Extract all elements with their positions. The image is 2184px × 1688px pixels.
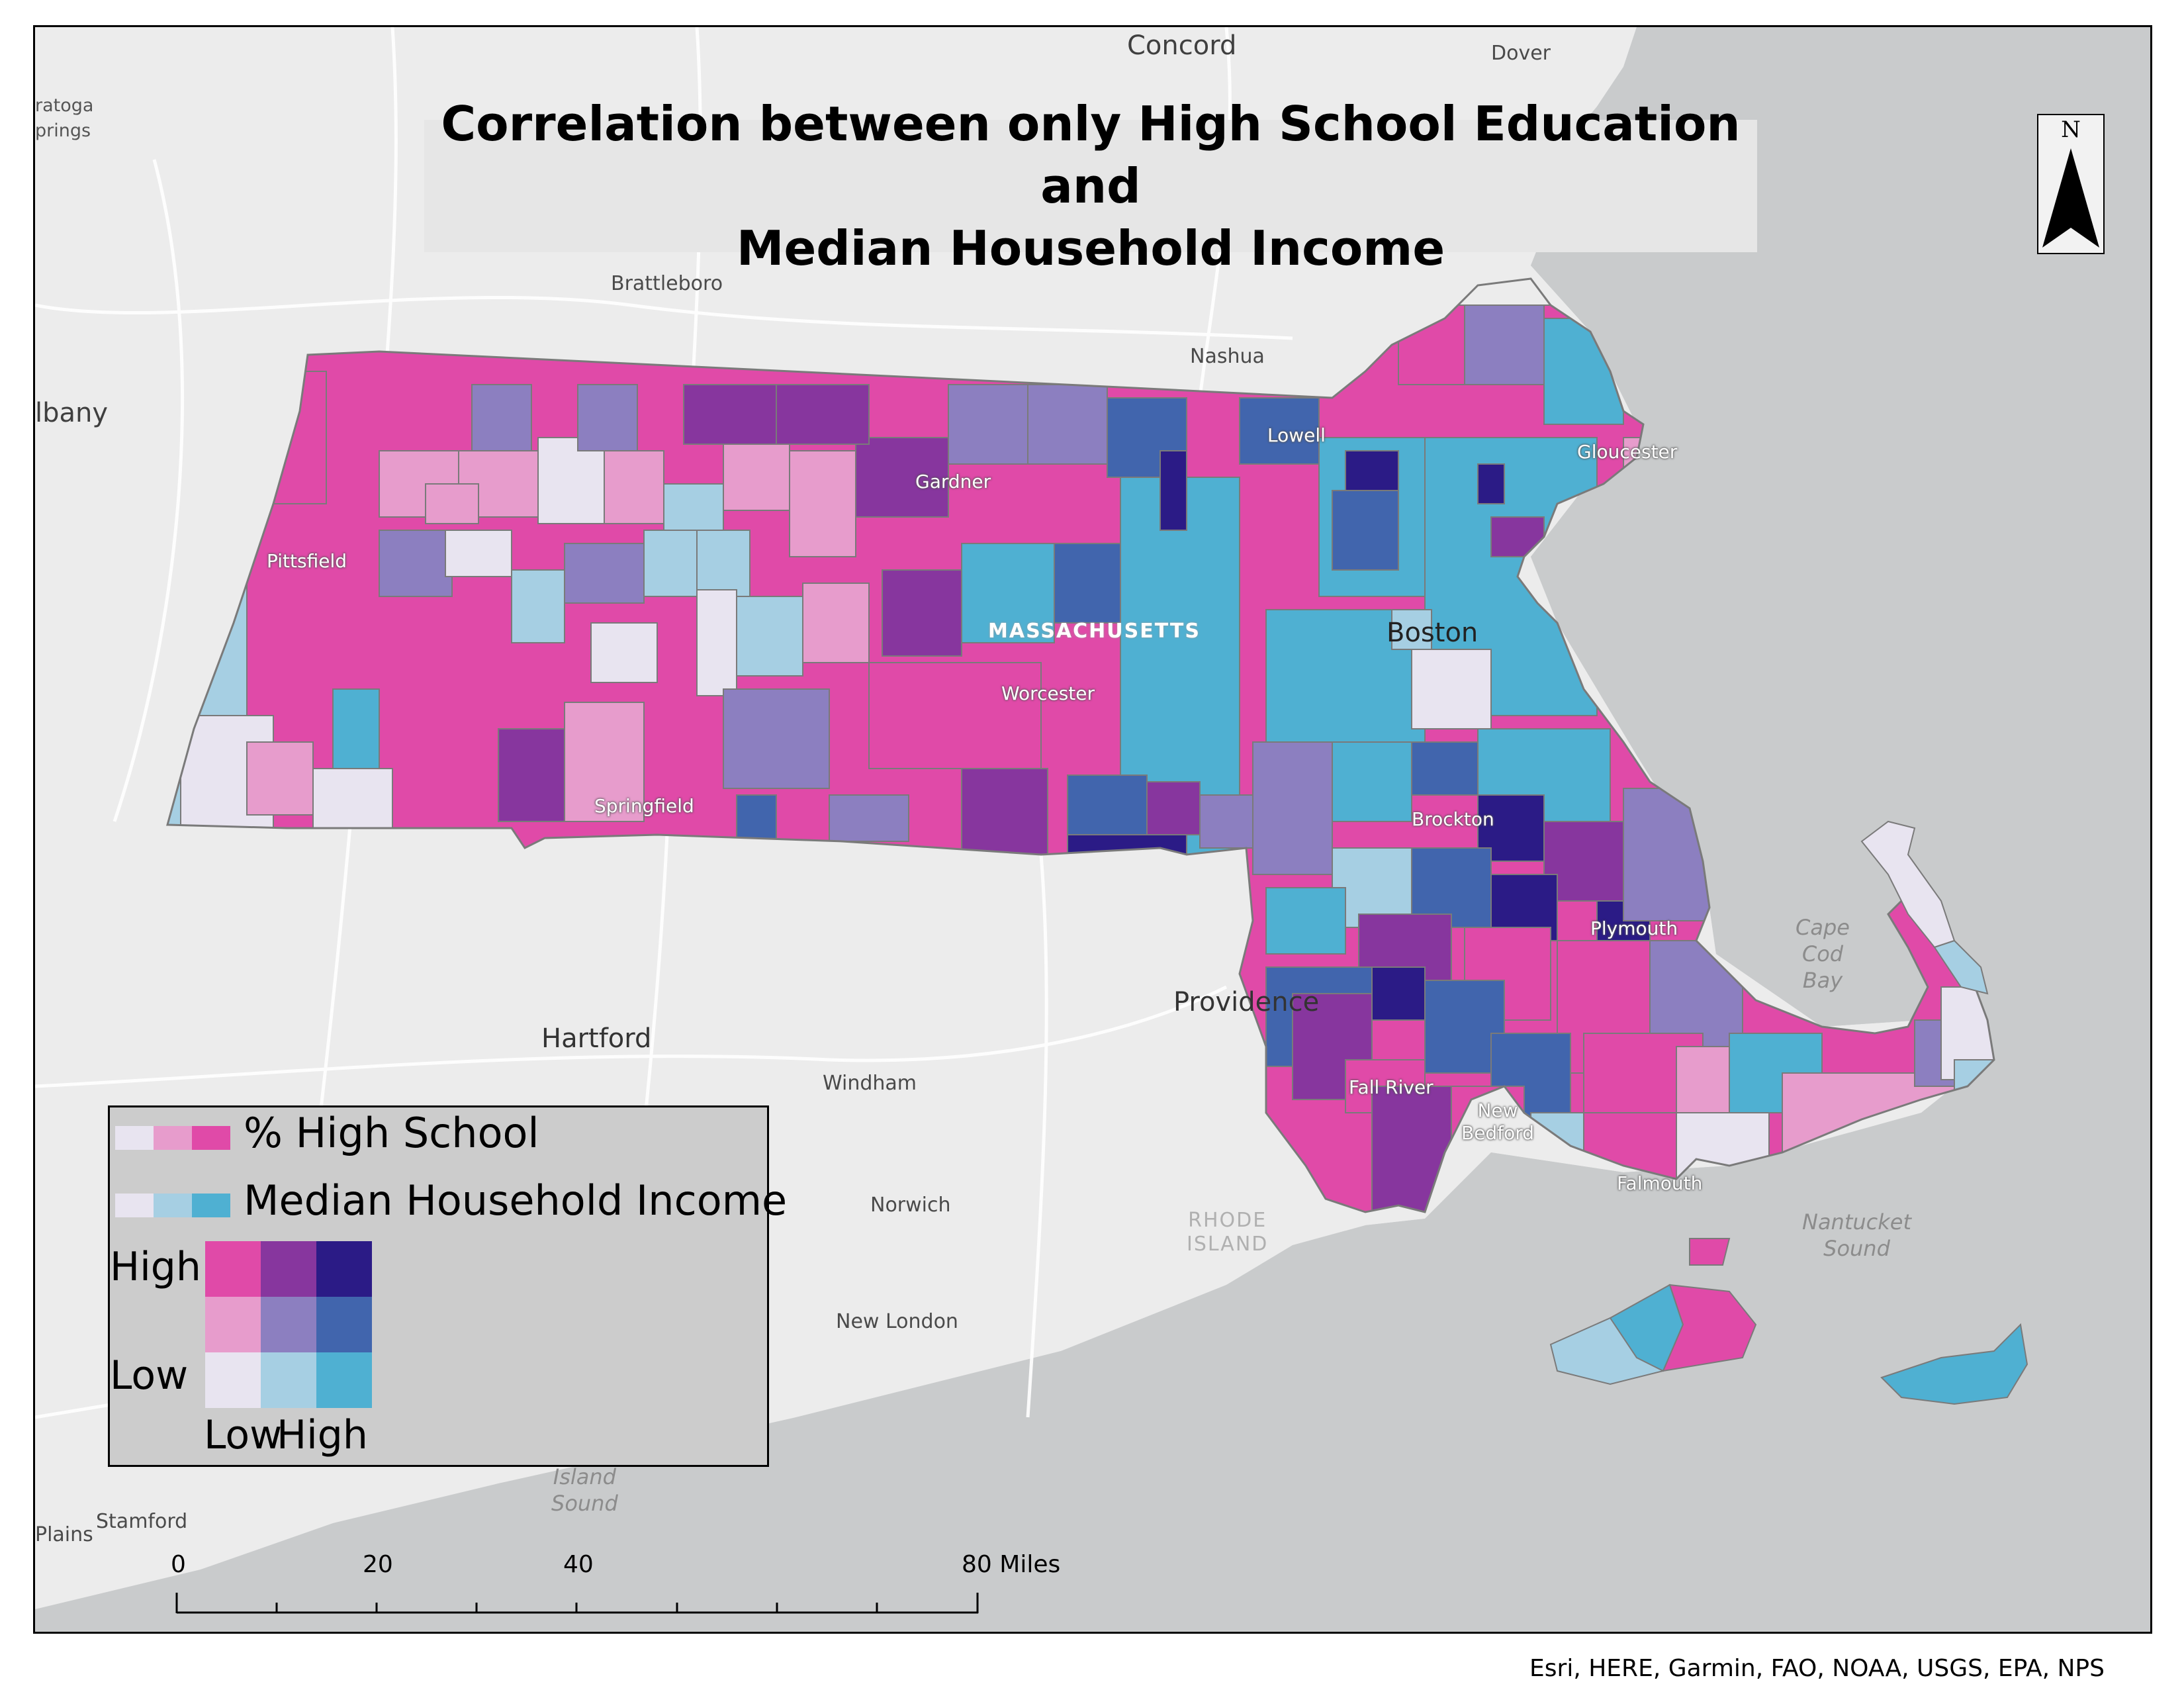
north-arrow-icon: [2042, 148, 2099, 248]
legend-cell-low-income-high-hs: [205, 1241, 261, 1297]
place-windham: Windham: [823, 1072, 917, 1095]
scale-bar-graphic: [175, 1593, 979, 1614]
legend-hs-high-swatch: [192, 1126, 230, 1150]
place-boston: Boston: [1387, 618, 1479, 648]
legend-cell-low-income-low-hs: [205, 1352, 261, 1408]
place-stamford: Stamford: [96, 1510, 188, 1533]
place-dover: Dover: [1491, 42, 1551, 65]
scale-label-0: 0: [171, 1551, 186, 1578]
place-gloucester: Gloucester: [1577, 441, 1678, 463]
place-providence: Providence: [1173, 987, 1320, 1017]
place-gardner: Gardner: [915, 471, 991, 492]
legend-income-high-swatch: [192, 1194, 230, 1217]
legend: % High School Median Household Income Hi…: [108, 1105, 787, 1467]
place-new-london: New London: [836, 1310, 958, 1333]
place-worcester: Worcester: [1001, 682, 1095, 704]
place-rhode-island: RHODE ISLAND: [1187, 1209, 1269, 1256]
place-massachusetts: MASSACHUSETTS: [988, 620, 1201, 643]
cape-cod-truro[interactable]: [1933, 939, 1989, 995]
nantucket[interactable]: [1880, 1323, 2028, 1405]
place-island-sound: Island Sound: [551, 1464, 618, 1516]
place-nantucket-sound: Nantucket Sound: [1802, 1209, 1912, 1261]
legend-cell-high-income-high-hs: [316, 1241, 372, 1297]
legend-cell-mid-income-mid-hs: [261, 1297, 316, 1352]
scale-label-20: 20: [363, 1551, 393, 1578]
place-hartford: Hartford: [541, 1023, 652, 1054]
place-saratoga: ratoga prings: [35, 95, 94, 141]
attribution: Esri, HERE, Garmin, FAO, NOAA, USGS, EPA…: [1529, 1655, 2105, 1682]
place-springfield: Springfield: [594, 795, 694, 817]
legend-cell-mid-income-low-hs: [261, 1352, 316, 1408]
place-brattleboro: Brattleboro: [611, 272, 723, 295]
map-title-box: Correlation between only High School Edu…: [424, 96, 1757, 276]
place-new-bedford: New Bedford: [1461, 1100, 1534, 1144]
place-lowell: Lowell: [1267, 424, 1326, 446]
cape-cod-tip[interactable]: [1860, 820, 1956, 949]
place-norwich: Norwich: [870, 1194, 951, 1217]
legend-item-high-school: % High School: [244, 1109, 539, 1157]
legend-cell-high-income-mid-hs: [316, 1297, 372, 1352]
place-fall-river: Fall River: [1349, 1076, 1433, 1098]
north-arrow-label: N: [2061, 117, 2081, 143]
place-brockton: Brockton: [1412, 808, 1494, 830]
place-plymouth: Plymouth: [1590, 917, 1678, 939]
legend-item-income: Median Household Income: [244, 1176, 788, 1225]
place-cape-cod-bay: Cape Cod Bay: [1796, 915, 1850, 993]
legend-cell-high-income-low-hs: [316, 1352, 372, 1408]
legend-cell-low-income-mid-hs: [205, 1297, 261, 1352]
place-concord: Concord: [1127, 30, 1237, 61]
legend-income-low-swatch: [115, 1194, 154, 1217]
legend-income-mid-swatch: [154, 1194, 192, 1217]
place-nashua: Nashua: [1190, 345, 1265, 368]
place-falmouth: Falmouth: [1617, 1172, 1703, 1194]
legend-x-low: Low: [204, 1412, 283, 1458]
map-title: Correlation between only High School Edu…: [441, 96, 1741, 276]
legend-cell-mid-income-high-hs: [261, 1241, 316, 1297]
place-pittsfield: Pittsfield: [267, 550, 347, 572]
legend-y-low: Low: [110, 1352, 189, 1399]
atlantic-ocean: [35, 27, 2150, 1632]
scale-label-40: 40: [563, 1551, 594, 1578]
legend-x-high: High: [277, 1412, 368, 1458]
legend-y-high: High: [110, 1244, 201, 1290]
place-albany: lbany: [35, 398, 109, 428]
scale-label-80: 80 Miles: [962, 1551, 1061, 1578]
legend-hs-mid-swatch: [154, 1126, 192, 1150]
north-arrow: N: [2037, 114, 2105, 254]
marthas-vineyard[interactable]: [1549, 1238, 1757, 1385]
legend-hs-low-swatch: [115, 1126, 154, 1150]
place-plains: Plains: [35, 1523, 93, 1546]
